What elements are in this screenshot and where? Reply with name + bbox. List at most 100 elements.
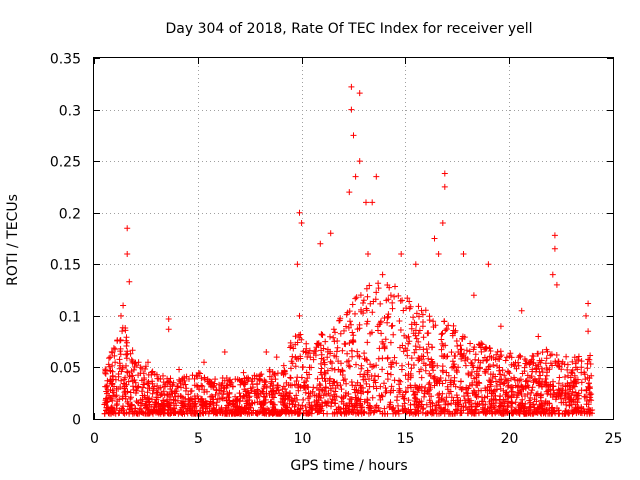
data-point [482, 401, 489, 408]
x-tick-label: 15 [397, 431, 415, 447]
data-point [127, 350, 134, 357]
data-point [280, 390, 287, 397]
data-point [484, 393, 491, 400]
data-point [137, 397, 144, 403]
data-point [342, 376, 348, 383]
data-point [549, 409, 556, 416]
data-point [300, 396, 307, 403]
data-point [273, 354, 280, 361]
data-point [294, 261, 301, 268]
data-point [436, 394, 443, 401]
data-point [339, 372, 346, 378]
data-point [499, 367, 506, 374]
data-point [389, 299, 396, 306]
data-point [452, 383, 459, 390]
data-point [118, 407, 125, 414]
data-point [354, 348, 361, 355]
data-point [556, 374, 563, 381]
data-point [109, 368, 116, 375]
data-point [445, 410, 452, 417]
data-point [405, 361, 412, 368]
data-point [575, 390, 582, 397]
data-point [431, 235, 438, 242]
data-point [272, 376, 279, 383]
data-point [528, 373, 535, 380]
data-point [138, 388, 145, 395]
data-point [480, 357, 487, 364]
data-point [128, 402, 135, 409]
data-point [358, 365, 365, 372]
data-point [319, 403, 326, 410]
data-point [124, 388, 131, 395]
data-point [543, 406, 550, 413]
data-point [324, 354, 331, 361]
data-point [186, 406, 193, 413]
data-point [329, 396, 336, 403]
data-point [585, 300, 592, 307]
data-point [126, 406, 133, 413]
data-point [577, 410, 584, 416]
data-point [441, 318, 448, 325]
data-point [436, 380, 443, 387]
data-point [109, 362, 116, 369]
data-point [460, 251, 467, 257]
data-point [448, 394, 455, 401]
data-point [352, 173, 359, 180]
data-point [292, 409, 299, 416]
data-point [416, 327, 423, 334]
data-point [585, 383, 592, 390]
data-point [299, 402, 306, 409]
data-point [539, 378, 546, 385]
data-point [262, 396, 269, 403]
data-point [501, 400, 508, 407]
data-point [344, 358, 350, 365]
data-point [185, 403, 192, 409]
data-point [290, 398, 297, 405]
data-point [233, 397, 240, 404]
data-point [488, 404, 495, 411]
data-point [404, 295, 411, 302]
data-point [265, 407, 272, 414]
data-point [378, 318, 384, 325]
data-point [415, 303, 422, 310]
data-point [379, 338, 386, 345]
data-point [410, 314, 417, 321]
data-point [360, 310, 367, 317]
data-point [578, 369, 585, 376]
data-point [113, 402, 120, 409]
data-point [326, 380, 333, 387]
data-point [571, 383, 578, 390]
data-point [332, 329, 338, 336]
data-point [300, 364, 306, 370]
data-point [418, 383, 425, 390]
data-point [501, 405, 507, 412]
data-point [413, 310, 420, 317]
data-point [568, 397, 575, 404]
data-point [512, 382, 519, 389]
data-point [306, 371, 313, 378]
data-point [555, 407, 562, 414]
data-point [316, 381, 323, 387]
data-point [336, 317, 343, 324]
data-point [430, 374, 437, 381]
data-point [470, 364, 477, 371]
data-point [502, 357, 509, 364]
data-point [351, 386, 358, 393]
data-point [196, 386, 203, 393]
data-point [587, 361, 594, 367]
data-point [572, 389, 579, 396]
data-point [441, 397, 447, 404]
data-point [224, 402, 231, 409]
data-point [383, 297, 390, 304]
data-point [132, 405, 139, 412]
data-point [107, 354, 114, 361]
data-point [384, 376, 391, 383]
data-point [430, 318, 437, 325]
data-point [137, 370, 144, 377]
data-point [397, 327, 404, 333]
data-point [361, 355, 368, 362]
data-point [407, 401, 414, 408]
data-point [106, 378, 113, 385]
data-point [280, 362, 287, 369]
data-point [575, 395, 582, 402]
